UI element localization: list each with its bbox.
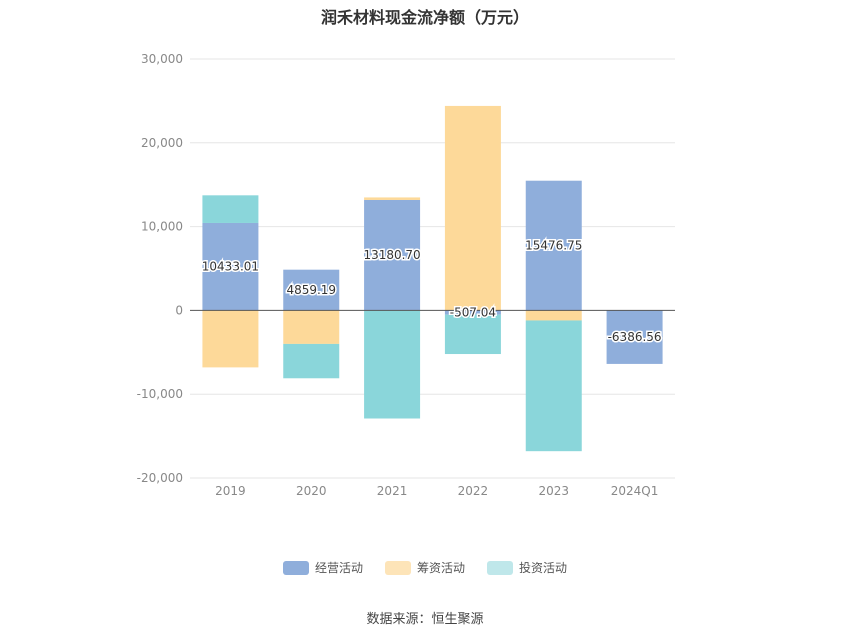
legend-swatch-financing (384, 560, 411, 575)
data-label-operating-2020: 4859.19 (286, 283, 336, 297)
y-axis-ticks: 30,000 20,000 10,000 0 -10,000 -20,000 (137, 52, 183, 485)
x-tick-label: 2023 (538, 484, 569, 498)
x-tick-label: 2022 (458, 484, 489, 498)
bar-operating-2021[interactable] (364, 199, 421, 311)
x-axis-ticks: 2019 2020 2021 2022 2023 2024Q1 (215, 484, 658, 498)
x-tick-label: 2024Q1 (611, 484, 659, 498)
y-tick-label: 10,000 (141, 220, 183, 234)
legend-label-investing: 投资活动 (519, 561, 568, 575)
bar-investing-2023[interactable] (525, 320, 582, 452)
bar-investing-2019[interactable] (202, 195, 259, 223)
bar-operating-2019[interactable] (202, 222, 259, 311)
zero-line (190, 309, 675, 479)
bar-financing-2023[interactable] (525, 310, 582, 321)
legend-item-financing[interactable]: 筹资活动 (384, 559, 465, 576)
legend-label-operating: 经营活动 (314, 561, 363, 575)
grid-lines (190, 58, 675, 479)
data-labels: 10433.01 4859.19 13180.70 -507.04 15476.75 -6… (200, 237, 663, 346)
data-source: 数据来源：恒生聚源 (366, 612, 484, 627)
y-tick-label: 0 (175, 303, 183, 317)
legend-item-investing[interactable]: 投资活动 (487, 559, 567, 576)
data-label-operating-2022: -507.04 (450, 306, 496, 320)
data-label-operating-2023: 15476.75 (525, 239, 582, 253)
y-tick-label: -10,000 (137, 387, 183, 401)
y-tick-label: 20,000 (141, 136, 183, 150)
bar-financing-2022[interactable] (444, 105, 501, 311)
bar-investing-2022[interactable] (444, 314, 501, 355)
data-label-operating-2019: 10433.01 (202, 260, 259, 274)
bar-operating-2024Q1[interactable] (606, 310, 663, 364)
legend-swatch-investing (487, 560, 513, 575)
bar-operating-2022[interactable] (444, 310, 501, 315)
bars (202, 105, 663, 452)
data-label-operating-2021: 13180.70 (363, 248, 420, 262)
legend: 经营活动 筹资活动 投资活动 (0, 559, 850, 576)
bar-financing-2020[interactable] (283, 310, 340, 344)
y-tick-label: -20,000 (137, 471, 183, 485)
bar-operating-2023[interactable] (525, 180, 582, 311)
bar-investing-2020[interactable] (283, 343, 340, 379)
x-tick-label: 2021 (377, 484, 408, 498)
bar-operating-2020[interactable] (283, 269, 340, 311)
x-tick-label: 2020 (296, 484, 327, 498)
legend-swatch-operating (282, 560, 309, 575)
y-tick-label: 30,000 (141, 52, 183, 66)
legend-item-operating[interactable]: 经营活动 (282, 559, 363, 576)
bar-investing-2021[interactable] (364, 310, 421, 419)
legend-label-financing: 筹资活动 (416, 561, 465, 575)
data-label-operating-2024Q1: -6386.56 (608, 330, 662, 344)
chart-title: 润禾材料现金流净额（万元） (320, 8, 529, 27)
bar-financing-2019[interactable] (202, 310, 259, 368)
bar-financing-2021[interactable] (364, 197, 421, 200)
x-tick-label: 2019 (215, 484, 246, 498)
